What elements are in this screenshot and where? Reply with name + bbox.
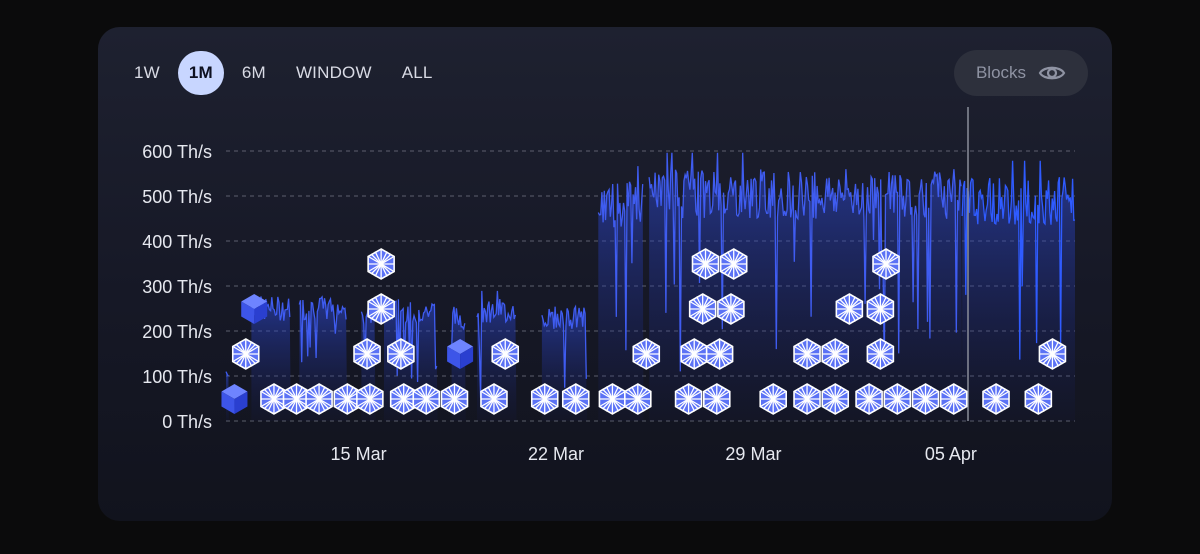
block-star-icon[interactable] (911, 383, 940, 415)
hashrate-card: 1W 1M 6M WINDOW ALL Blocks (98, 27, 1112, 521)
block-star-icon[interactable] (231, 338, 260, 370)
hashrate-line-segment (961, 160, 1076, 360)
y-tick-label: 400 Th/s (142, 232, 212, 252)
block-star-icon[interactable] (705, 338, 734, 370)
block-star-icon[interactable] (939, 383, 968, 415)
block-star-icon[interactable] (305, 383, 333, 415)
hashrate-area-segment (598, 166, 644, 421)
block-star-icon[interactable] (480, 383, 508, 415)
block-star-icon[interactable] (598, 383, 627, 415)
block-star-icon[interactable] (353, 338, 381, 370)
block-star-icon[interactable] (872, 248, 900, 280)
block-star-icon[interactable] (688, 293, 717, 325)
hashrate-line-segment (225, 371, 229, 377)
eye-icon (1038, 63, 1066, 83)
block-star-icon[interactable] (982, 383, 1010, 415)
block-star-icon[interactable] (1038, 338, 1067, 370)
block-star-icon[interactable] (719, 248, 748, 280)
x-tick-label: 15 Mar (331, 444, 387, 464)
block-star-icon[interactable] (624, 383, 652, 415)
block-star-icon[interactable] (702, 383, 731, 415)
block-cube-icon[interactable] (221, 384, 248, 414)
block-star-icon[interactable] (367, 248, 395, 280)
block-star-icon[interactable] (674, 383, 703, 415)
block-star-icon[interactable] (440, 383, 469, 415)
x-axis-labels: 15 Mar 22 Mar 29 Mar 05 Apr (331, 444, 977, 464)
x-tick-label: 22 Mar (528, 444, 584, 464)
block-cube-icon[interactable] (447, 339, 474, 369)
hashrate-line-segment (476, 290, 517, 398)
tab-6m[interactable]: 6M (241, 63, 266, 82)
block-star-icon[interactable] (632, 338, 661, 370)
y-tick-label: 600 Th/s (142, 142, 212, 162)
x-tick-label: 05 Apr (925, 444, 977, 464)
timeframe-tabs: 1W 1M 6M WINDOW ALL (122, 51, 451, 95)
block-star-icon[interactable] (691, 248, 720, 280)
x-tick-label: 29 Mar (725, 444, 781, 464)
block-star-icon[interactable] (491, 338, 520, 370)
y-tick-label: 300 Th/s (142, 277, 212, 297)
block-star-icon[interactable] (561, 383, 590, 415)
y-tick-label: 0 Th/s (162, 412, 212, 432)
block-star-icon[interactable] (835, 293, 864, 325)
tab-window[interactable]: WINDOW (295, 63, 372, 82)
blocks-toggle-button[interactable]: Blocks (954, 50, 1088, 96)
block-star-icon[interactable] (759, 383, 787, 415)
y-tick-label: 100 Th/s (142, 367, 212, 387)
block-star-icon[interactable] (680, 338, 709, 370)
blocks-toggle-label: Blocks (975, 63, 1027, 82)
block-star-icon[interactable] (530, 383, 559, 415)
block-star-icon[interactable] (855, 383, 883, 415)
hashrate-line (225, 107, 1076, 421)
block-star-icon[interactable] (821, 338, 850, 370)
block-star-icon[interactable] (793, 383, 821, 415)
hashrate-line-segment (298, 295, 347, 363)
block-star-icon[interactable] (412, 383, 441, 415)
block-star-icon[interactable] (821, 383, 850, 415)
y-tick-label: 500 Th/s (142, 187, 212, 207)
y-tick-label: 200 Th/s (142, 322, 212, 342)
block-star-icon[interactable] (883, 383, 912, 415)
block-star-icon[interactable] (367, 293, 395, 325)
hashrate-line-segment (541, 304, 587, 388)
hashrate-line-segment (648, 152, 962, 372)
block-star-icon[interactable] (866, 338, 895, 370)
tab-all[interactable]: ALL (401, 63, 433, 82)
hashrate-chart: 600 Th/s 500 Th/s 400 Th/s 300 Th/s 200 Th/s… (142, 107, 1076, 464)
block-star-icon[interactable] (866, 293, 895, 325)
hashrate-line-segment (450, 306, 466, 352)
block-star-icon[interactable] (356, 383, 384, 415)
tab-1w[interactable]: 1W (134, 63, 160, 82)
block-star-icon[interactable] (1024, 383, 1053, 415)
hashrate-line-segment (597, 166, 644, 351)
block-star-icon[interactable] (387, 338, 415, 370)
tab-1m[interactable]: 1M (177, 51, 224, 95)
y-axis-labels: 600 Th/s 500 Th/s 400 Th/s 300 Th/s 200 Th/s… (142, 142, 212, 432)
block-star-icon[interactable] (793, 338, 821, 370)
block-star-icon[interactable] (717, 293, 745, 325)
